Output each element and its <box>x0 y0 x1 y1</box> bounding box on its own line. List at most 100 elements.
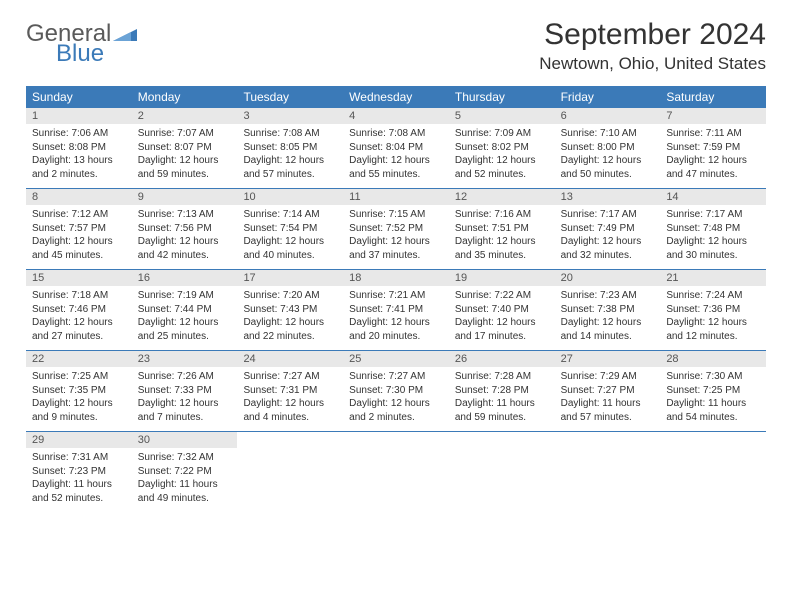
day-content: Sunrise: 7:08 AMSunset: 8:04 PMDaylight:… <box>343 124 449 187</box>
sunset-text: Sunset: 7:31 PM <box>243 384 337 398</box>
daylight-text: Daylight: 12 hours and 25 minutes. <box>138 316 232 343</box>
daylight-text: Daylight: 11 hours and 54 minutes. <box>666 397 760 424</box>
week-row: 8Sunrise: 7:12 AMSunset: 7:57 PMDaylight… <box>26 189 766 270</box>
sunset-text: Sunset: 7:28 PM <box>455 384 549 398</box>
day-cell: 12Sunrise: 7:16 AMSunset: 7:51 PMDayligh… <box>449 189 555 269</box>
weekday-header: Thursday <box>449 86 555 108</box>
day-number: 8 <box>26 189 132 205</box>
day-cell: 13Sunrise: 7:17 AMSunset: 7:49 PMDayligh… <box>555 189 661 269</box>
day-cell: 11Sunrise: 7:15 AMSunset: 7:52 PMDayligh… <box>343 189 449 269</box>
daylight-text: Daylight: 12 hours and 7 minutes. <box>138 397 232 424</box>
daylight-text: Daylight: 12 hours and 17 minutes. <box>455 316 549 343</box>
day-cell: 2Sunrise: 7:07 AMSunset: 8:07 PMDaylight… <box>132 108 238 188</box>
sunset-text: Sunset: 7:54 PM <box>243 222 337 236</box>
day-content: Sunrise: 7:17 AMSunset: 7:48 PMDaylight:… <box>660 205 766 268</box>
sunrise-text: Sunrise: 7:17 AM <box>561 208 655 222</box>
week-row: 15Sunrise: 7:18 AMSunset: 7:46 PMDayligh… <box>26 270 766 351</box>
week-row: 1Sunrise: 7:06 AMSunset: 8:08 PMDaylight… <box>26 108 766 189</box>
weekday-header: Saturday <box>660 86 766 108</box>
day-number: 25 <box>343 351 449 367</box>
sunset-text: Sunset: 8:00 PM <box>561 141 655 155</box>
sunrise-text: Sunrise: 7:25 AM <box>32 370 126 384</box>
day-content: Sunrise: 7:07 AMSunset: 8:07 PMDaylight:… <box>132 124 238 187</box>
location: Newtown, Ohio, United States <box>539 54 766 74</box>
sunrise-text: Sunrise: 7:28 AM <box>455 370 549 384</box>
daylight-text: Daylight: 12 hours and 32 minutes. <box>561 235 655 262</box>
day-cell: 4Sunrise: 7:08 AMSunset: 8:04 PMDaylight… <box>343 108 449 188</box>
day-number: 14 <box>660 189 766 205</box>
week-row: 29Sunrise: 7:31 AMSunset: 7:23 PMDayligh… <box>26 432 766 512</box>
weekday-header: Friday <box>555 86 661 108</box>
sunset-text: Sunset: 7:43 PM <box>243 303 337 317</box>
sunrise-text: Sunrise: 7:26 AM <box>138 370 232 384</box>
sunrise-text: Sunrise: 7:08 AM <box>349 127 443 141</box>
day-number: 11 <box>343 189 449 205</box>
day-content: Sunrise: 7:32 AMSunset: 7:22 PMDaylight:… <box>132 448 238 511</box>
sunset-text: Sunset: 7:49 PM <box>561 222 655 236</box>
day-cell: 28Sunrise: 7:30 AMSunset: 7:25 PMDayligh… <box>660 351 766 431</box>
day-cell: 26Sunrise: 7:28 AMSunset: 7:28 PMDayligh… <box>449 351 555 431</box>
day-content: Sunrise: 7:31 AMSunset: 7:23 PMDaylight:… <box>26 448 132 511</box>
sunset-text: Sunset: 7:44 PM <box>138 303 232 317</box>
day-content: Sunrise: 7:24 AMSunset: 7:36 PMDaylight:… <box>660 286 766 349</box>
sunset-text: Sunset: 7:59 PM <box>666 141 760 155</box>
sunset-text: Sunset: 8:02 PM <box>455 141 549 155</box>
sunrise-text: Sunrise: 7:18 AM <box>32 289 126 303</box>
day-cell: 20Sunrise: 7:23 AMSunset: 7:38 PMDayligh… <box>555 270 661 350</box>
day-cell: 15Sunrise: 7:18 AMSunset: 7:46 PMDayligh… <box>26 270 132 350</box>
day-cell: 5Sunrise: 7:09 AMSunset: 8:02 PMDaylight… <box>449 108 555 188</box>
month-title: September 2024 <box>539 18 766 52</box>
day-number: 27 <box>555 351 661 367</box>
sunset-text: Sunset: 7:40 PM <box>455 303 549 317</box>
day-content: Sunrise: 7:20 AMSunset: 7:43 PMDaylight:… <box>237 286 343 349</box>
day-cell: 24Sunrise: 7:27 AMSunset: 7:31 PMDayligh… <box>237 351 343 431</box>
day-content: Sunrise: 7:11 AMSunset: 7:59 PMDaylight:… <box>660 124 766 187</box>
day-cell: 7Sunrise: 7:11 AMSunset: 7:59 PMDaylight… <box>660 108 766 188</box>
daylight-text: Daylight: 12 hours and 57 minutes. <box>243 154 337 181</box>
day-number: 4 <box>343 108 449 124</box>
sunrise-text: Sunrise: 7:20 AM <box>243 289 337 303</box>
sunrise-text: Sunrise: 7:09 AM <box>455 127 549 141</box>
day-number: 30 <box>132 432 238 448</box>
day-number: 19 <box>449 270 555 286</box>
sunset-text: Sunset: 8:04 PM <box>349 141 443 155</box>
day-content: Sunrise: 7:14 AMSunset: 7:54 PMDaylight:… <box>237 205 343 268</box>
daylight-text: Daylight: 12 hours and 45 minutes. <box>32 235 126 262</box>
day-content: Sunrise: 7:08 AMSunset: 8:05 PMDaylight:… <box>237 124 343 187</box>
day-content: Sunrise: 7:25 AMSunset: 7:35 PMDaylight:… <box>26 367 132 430</box>
day-number: 23 <box>132 351 238 367</box>
day-number: 20 <box>555 270 661 286</box>
day-number: 28 <box>660 351 766 367</box>
sunset-text: Sunset: 8:07 PM <box>138 141 232 155</box>
sunrise-text: Sunrise: 7:24 AM <box>666 289 760 303</box>
day-cell: 27Sunrise: 7:29 AMSunset: 7:27 PMDayligh… <box>555 351 661 431</box>
day-number: 6 <box>555 108 661 124</box>
sunset-text: Sunset: 7:22 PM <box>138 465 232 479</box>
sunset-text: Sunset: 7:38 PM <box>561 303 655 317</box>
day-number: 9 <box>132 189 238 205</box>
day-number: 7 <box>660 108 766 124</box>
daylight-text: Daylight: 12 hours and 22 minutes. <box>243 316 337 343</box>
daylight-text: Daylight: 12 hours and 40 minutes. <box>243 235 337 262</box>
day-number: 18 <box>343 270 449 286</box>
day-content: Sunrise: 7:23 AMSunset: 7:38 PMDaylight:… <box>555 286 661 349</box>
day-cell: 19Sunrise: 7:22 AMSunset: 7:40 PMDayligh… <box>449 270 555 350</box>
daylight-text: Daylight: 12 hours and 12 minutes. <box>666 316 760 343</box>
sunset-text: Sunset: 7:52 PM <box>349 222 443 236</box>
day-cell: 1Sunrise: 7:06 AMSunset: 8:08 PMDaylight… <box>26 108 132 188</box>
day-number: 24 <box>237 351 343 367</box>
day-content: Sunrise: 7:27 AMSunset: 7:31 PMDaylight:… <box>237 367 343 430</box>
weekday-header: Wednesday <box>343 86 449 108</box>
daylight-text: Daylight: 12 hours and 35 minutes. <box>455 235 549 262</box>
sunset-text: Sunset: 7:48 PM <box>666 222 760 236</box>
weekday-header: Monday <box>132 86 238 108</box>
daylight-text: Daylight: 11 hours and 59 minutes. <box>455 397 549 424</box>
sunset-text: Sunset: 7:33 PM <box>138 384 232 398</box>
sunset-text: Sunset: 7:41 PM <box>349 303 443 317</box>
day-cell: 21Sunrise: 7:24 AMSunset: 7:36 PMDayligh… <box>660 270 766 350</box>
day-cell: 18Sunrise: 7:21 AMSunset: 7:41 PMDayligh… <box>343 270 449 350</box>
sunrise-text: Sunrise: 7:16 AM <box>455 208 549 222</box>
day-number: 1 <box>26 108 132 124</box>
week-row: 22Sunrise: 7:25 AMSunset: 7:35 PMDayligh… <box>26 351 766 432</box>
daylight-text: Daylight: 13 hours and 2 minutes. <box>32 154 126 181</box>
